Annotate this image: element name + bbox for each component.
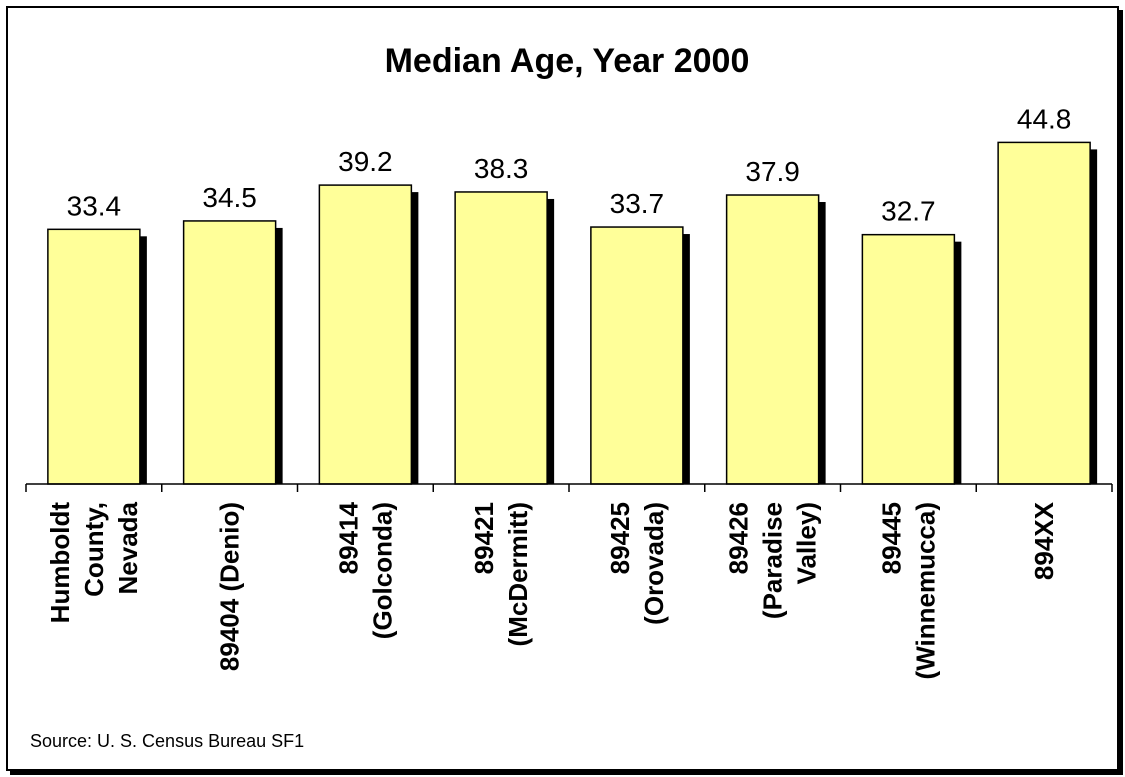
category-label-line: 89404 (Denio) bbox=[215, 502, 245, 671]
category-label-group: Humboldt County, Nevada 89404 (Denio) 89414(… bbox=[45, 501, 1059, 679]
category-label-line: (Orovada) bbox=[639, 502, 669, 625]
category-label: 89421 (McDermitt) bbox=[469, 502, 533, 646]
category-label: 89426 (Paradise Valley) bbox=[724, 502, 822, 619]
source-note: Source: U. S. Census Bureau SF1 bbox=[30, 731, 304, 751]
category-label-line: Humboldt bbox=[45, 502, 75, 624]
category-label-line: (Golconda) bbox=[367, 502, 397, 639]
category-label-line: (McDermitt) bbox=[503, 502, 533, 646]
chart-title: Median Age, Year 2000 bbox=[385, 42, 750, 80]
category-label: 89445 (Winnemucca) bbox=[876, 502, 940, 679]
category-label-line: Valley) bbox=[792, 502, 822, 584]
data-label: 39.2 bbox=[338, 146, 393, 177]
data-label: 33.7 bbox=[610, 188, 665, 219]
category-label-line: 89426 bbox=[724, 502, 754, 574]
category-label-line: County, bbox=[79, 502, 109, 597]
category-label-line: 89445 bbox=[876, 502, 906, 574]
bar bbox=[182, 220, 277, 485]
bar bbox=[590, 226, 684, 485]
data-label: 37.9 bbox=[745, 156, 800, 187]
bar bbox=[997, 141, 1091, 485]
data-label: 44.8 bbox=[1017, 103, 1072, 134]
value-label-group: 33.4 34.5 39.2 38.3 33.7 37.9 32.7 44.8 bbox=[67, 103, 1072, 226]
data-label: 32.7 bbox=[881, 196, 936, 227]
category-label: 89425 (Orovada) bbox=[605, 502, 669, 625]
bar bbox=[318, 184, 413, 485]
data-label: 33.4 bbox=[67, 190, 122, 221]
bar bbox=[725, 194, 820, 485]
data-label: 34.5 bbox=[202, 182, 257, 213]
data-label: 38.3 bbox=[474, 153, 529, 184]
category-label-line: Nevada bbox=[113, 501, 143, 594]
category-label: 894XX bbox=[1029, 501, 1059, 580]
category-label-line: (Paradise bbox=[758, 502, 788, 619]
category-label-line: 89425 bbox=[605, 502, 635, 574]
category-label: 89414 (Golconda) bbox=[333, 501, 397, 639]
category-label-line: 894XX bbox=[1029, 501, 1059, 580]
category-label-line: (Winnemucca) bbox=[910, 502, 940, 679]
bar bbox=[861, 233, 956, 485]
category-label-line: 89421 bbox=[469, 502, 499, 574]
bar bbox=[454, 191, 548, 485]
category-label: Humboldt County, Nevada bbox=[45, 501, 143, 623]
x-axis bbox=[25, 483, 1113, 492]
category-label: 89404 (Denio) bbox=[215, 502, 245, 671]
bar-group bbox=[47, 141, 1098, 485]
bar bbox=[47, 228, 141, 485]
category-label-line: 89414 bbox=[333, 501, 363, 574]
